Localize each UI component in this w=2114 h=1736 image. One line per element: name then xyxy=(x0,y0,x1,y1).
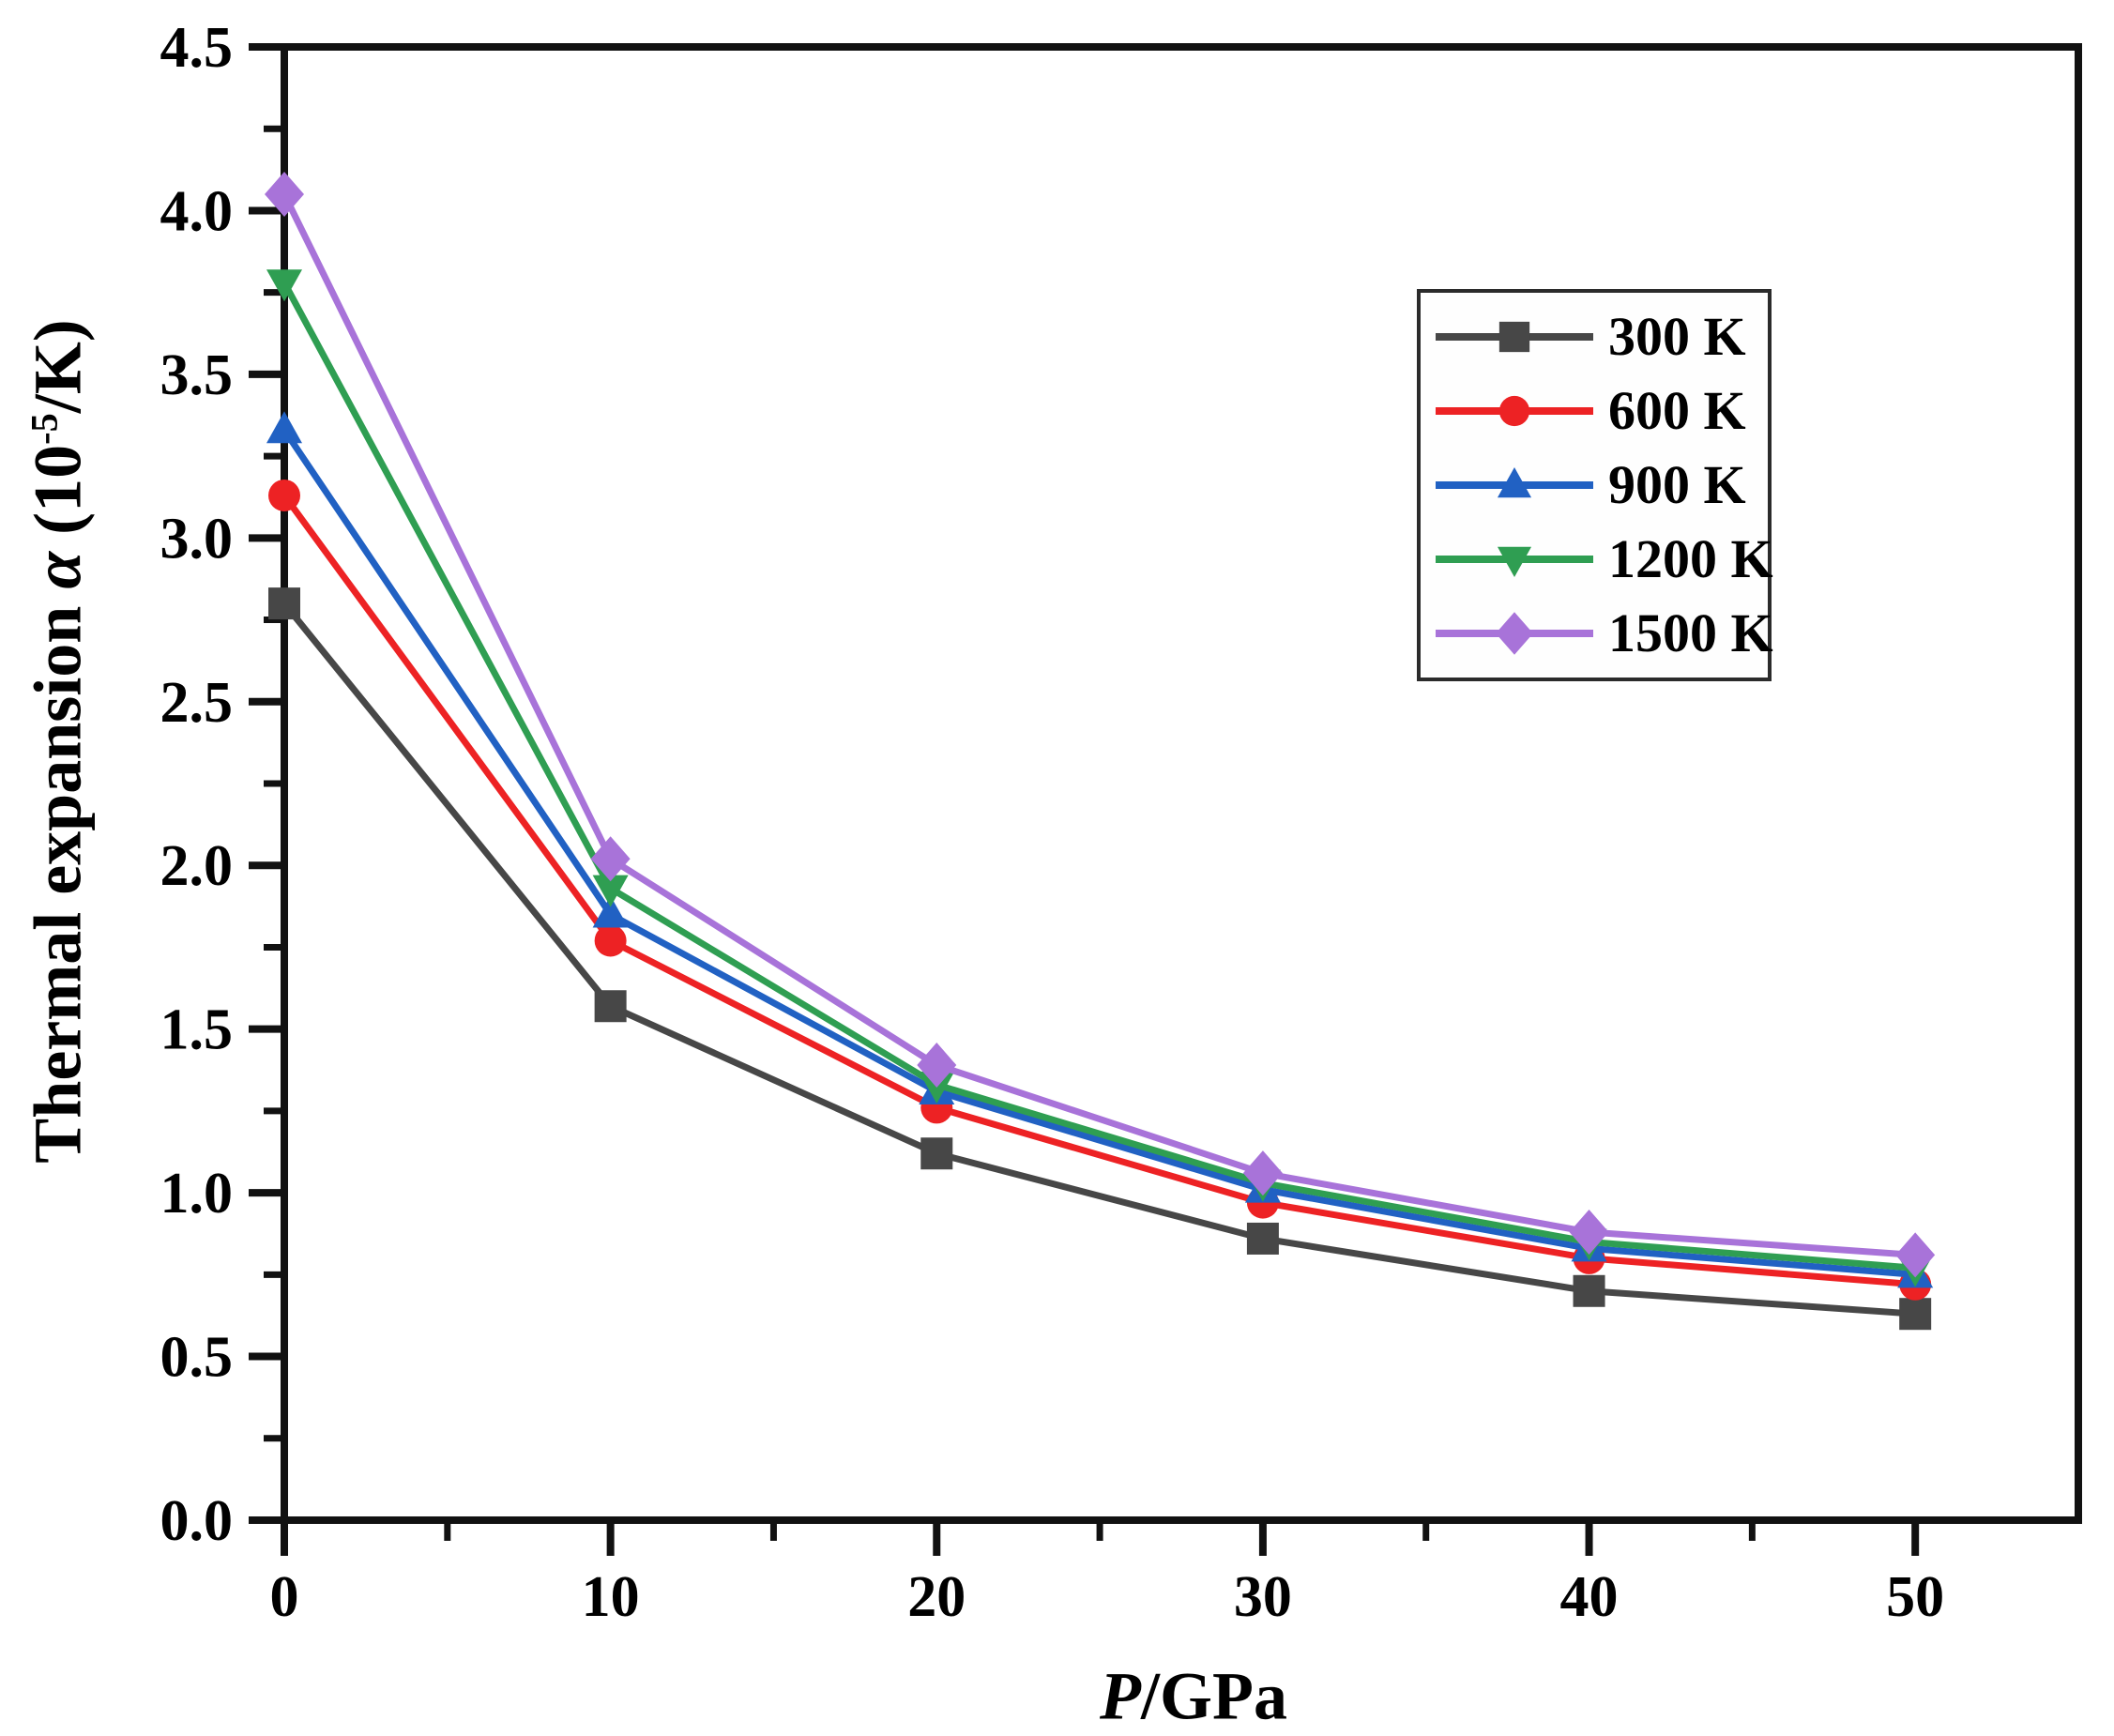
series-1500-k-point xyxy=(265,172,304,217)
series-300-k-point xyxy=(1246,1222,1279,1255)
series-600-k-line xyxy=(281,493,1916,1288)
legend-sample-marker xyxy=(1497,546,1532,577)
series-1500-k-line xyxy=(281,192,1916,1258)
series-1500-k-point xyxy=(1242,1150,1283,1196)
legend-label-1200k: 1200 K xyxy=(1608,528,1773,589)
legend-sample-marker xyxy=(1498,321,1530,353)
legend-marker-circle xyxy=(1436,395,1593,427)
y-tick-label: 3.0 xyxy=(160,507,234,571)
y-tick-label: 1.0 xyxy=(160,1162,234,1226)
legend-item-1500k: 1500 K xyxy=(1432,600,1773,667)
series-1200-k-point xyxy=(592,875,629,907)
series-1500-k-point xyxy=(917,1043,957,1089)
y-tick-label: 0.5 xyxy=(160,1326,234,1390)
series-1500-k-point xyxy=(590,836,631,882)
y-axis-unit-close: /K) xyxy=(20,319,96,414)
y-tick-label: 1.5 xyxy=(160,998,234,1062)
x-tick-label: 20 xyxy=(907,1565,966,1629)
legend-item-900k: 900 K xyxy=(1432,451,1768,519)
legend: 300 K 600 K 900 K 1200 K 1500 K xyxy=(1417,289,1773,681)
y-axis-unit-exponent: -5 xyxy=(23,413,66,445)
series-1500-k-point xyxy=(1569,1209,1609,1255)
x-tick-label: 0 xyxy=(270,1565,299,1629)
x-tick-label: 50 xyxy=(1886,1565,1944,1629)
series-1500-k xyxy=(265,172,1936,1278)
legend-sample-marker xyxy=(1498,395,1530,427)
series-300-k-point xyxy=(1899,1298,1932,1331)
y-tick-label: 2.0 xyxy=(160,834,234,898)
series-300-k-point xyxy=(1573,1274,1605,1307)
series-900-k-point xyxy=(592,895,629,928)
legend-sample-marker xyxy=(1496,612,1533,655)
legend-item-600k: 600 K xyxy=(1432,377,1768,445)
series-900-k-point xyxy=(266,411,302,444)
series-300-k-point xyxy=(594,990,627,1023)
legend-label-900k: 900 K xyxy=(1608,454,1746,515)
y-tick-label: 4.5 xyxy=(160,16,234,80)
series-300-k-point xyxy=(920,1137,953,1170)
legend-marker-triangle-up xyxy=(1436,467,1593,498)
series-300-k-point xyxy=(268,587,300,620)
x-axis-symbol: P xyxy=(1100,1658,1141,1734)
series-600-k-point xyxy=(594,924,627,957)
series-600-k-point xyxy=(268,479,300,511)
series-300-k xyxy=(268,587,1932,1331)
y-axis-unit-open: (10 xyxy=(20,444,96,552)
series-300-k-line xyxy=(281,601,1916,1317)
x-tick-label: 40 xyxy=(1560,1565,1619,1629)
y-axis-title: Thermal expansion α (10-5/K) xyxy=(20,319,98,1163)
y-tick-label: 0.0 xyxy=(160,1489,234,1553)
legend-item-300k: 300 K xyxy=(1432,303,1768,371)
legend-marker-square xyxy=(1436,321,1593,353)
series-1500-k-point xyxy=(1895,1232,1936,1278)
series-1200-k-point xyxy=(266,269,302,302)
y-tick-label: 2.5 xyxy=(160,671,234,735)
y-tick-label: 4.0 xyxy=(160,179,234,243)
x-tick-label: 10 xyxy=(582,1565,640,1629)
x-tick-label: 30 xyxy=(1234,1565,1292,1629)
y-tick-label: 3.5 xyxy=(160,343,234,407)
legend-label-600k: 600 K xyxy=(1608,380,1746,441)
legend-marker-triangle-down xyxy=(1436,546,1593,577)
legend-item-1200k: 1200 K xyxy=(1432,525,1773,593)
series-1200-k-line xyxy=(281,281,1916,1272)
legend-label-1500k: 1500 K xyxy=(1608,602,1773,663)
series-900-k-line xyxy=(281,428,1916,1278)
legend-label-300k: 300 K xyxy=(1608,306,1746,367)
legend-marker-diamond xyxy=(1436,612,1593,655)
x-axis-unit: /GPa xyxy=(1140,1658,1287,1734)
y-axis-title-text: Thermal expansion xyxy=(20,588,96,1164)
y-axis-symbol: α xyxy=(20,551,96,589)
legend-sample-marker xyxy=(1497,467,1532,498)
x-axis-title: P/GPa xyxy=(1100,1658,1287,1736)
